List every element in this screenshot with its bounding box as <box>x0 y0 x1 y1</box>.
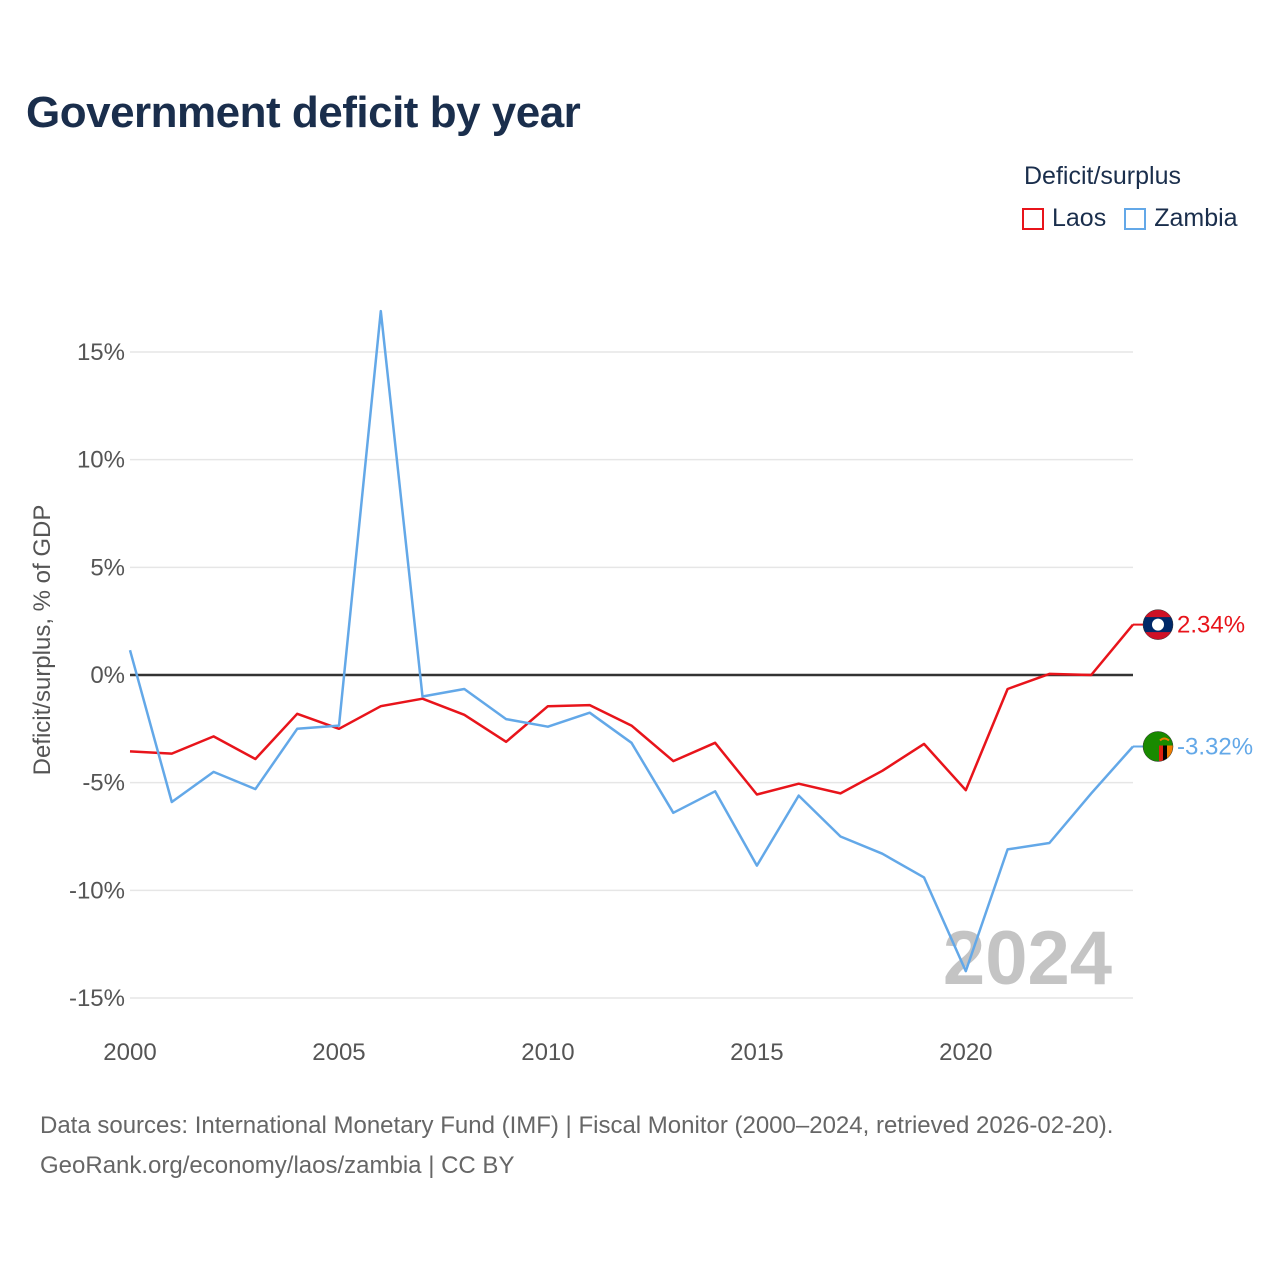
end-label-zambia: -3.32% <box>1177 733 1253 760</box>
y-tick-labels: 15% 10% 5% 0% -5% -10% -15% <box>69 339 125 1012</box>
series-line-laos[interactable] <box>129 623 1134 796</box>
y-tick-label: 15% <box>77 339 125 366</box>
y-tick-label: -15% <box>69 985 125 1012</box>
y-tick-label: -10% <box>69 877 125 904</box>
y-tick-label: -5% <box>82 770 125 797</box>
y-tick-label: 5% <box>90 554 125 581</box>
y-tick-label: 10% <box>77 447 125 474</box>
gridlines <box>130 351 1133 999</box>
end-markers: 2.34% -3.32% <box>1133 609 1253 762</box>
legend: Laos Zambia <box>1022 204 1256 233</box>
legend-title: Deficit/surplus <box>1024 162 1181 190</box>
x-tick-label: 2020 <box>939 1039 992 1066</box>
x-tick-label: 2010 <box>521 1039 574 1066</box>
flag-icon-laos <box>1142 609 1174 640</box>
legend-item-zambia[interactable]: Zambia <box>1124 204 1238 233</box>
series-lines <box>128 309 1134 973</box>
x-tick-label: 2015 <box>730 1039 783 1066</box>
y-tick-label: 0% <box>90 662 125 689</box>
data-source-text: Data sources: International Monetary Fun… <box>40 1112 1114 1139</box>
x-tick-label: 2005 <box>312 1039 365 1066</box>
x-tick-labels: 2000 2005 2010 2015 2020 <box>103 1039 992 1066</box>
year-watermark: 2024 <box>943 916 1112 1001</box>
legend-label-laos: Laos <box>1052 204 1107 232</box>
footer: Data sources: International Monetary Fun… <box>40 1106 1113 1186</box>
end-label-laos: 2.34% <box>1177 612 1245 639</box>
legend-label-zambia: Zambia <box>1154 204 1238 232</box>
flag-icon-zambia <box>1142 731 1174 762</box>
chart-title: Government deficit by year <box>26 88 581 137</box>
attribution-link[interactable]: GeoRank.org/economy/laos/zambia | CC BY <box>40 1152 515 1179</box>
y-axis-label: Deficit/surplus, % of GDP <box>29 505 56 776</box>
legend-item-laos[interactable]: Laos <box>1022 204 1106 233</box>
x-tick-label: 2000 <box>103 1039 156 1066</box>
series-line-zambia[interactable] <box>128 309 1134 973</box>
legend-swatch-laos <box>1022 207 1044 230</box>
legend-swatch-zambia <box>1124 207 1147 230</box>
